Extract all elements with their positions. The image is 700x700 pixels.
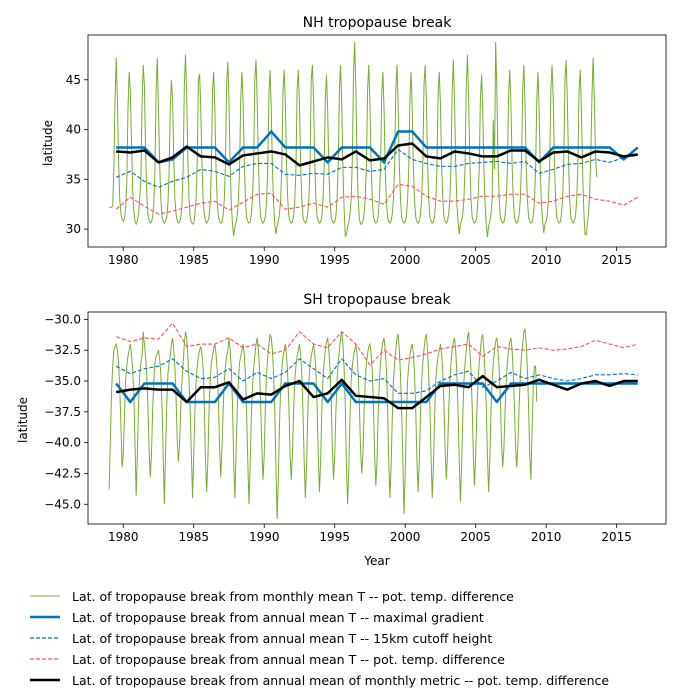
legend-label-max-gradient: Lat. of tropopause break from annual mea… xyxy=(72,610,484,625)
sh-x-tick-label: 2005 xyxy=(460,530,491,544)
nh-x-tick-label: 1985 xyxy=(178,253,209,267)
sh-y-tick-label: −32.5 xyxy=(44,343,81,357)
legend: Lat. of tropopause break from monthly me… xyxy=(30,589,609,688)
sh-y-tick-label: −35.0 xyxy=(44,374,81,388)
sh-x-axis-label: Year xyxy=(363,554,389,568)
sh-y-tick-label: −45.0 xyxy=(44,497,81,511)
nh-plot-marks xyxy=(109,41,639,238)
sh-series-monthly xyxy=(108,327,538,520)
legend-label-15km-cutoff: Lat. of tropopause break from annual mea… xyxy=(72,631,492,646)
nh-series-monthly-metric xyxy=(116,142,638,167)
nh-y-tick-label: 30 xyxy=(66,222,81,236)
legend-entry-monthly-metric: Lat. of tropopause break from annual mea… xyxy=(30,673,609,688)
sh-series-pot-temp xyxy=(116,322,638,366)
sh-series-15km-cutoff xyxy=(115,358,638,394)
sh-x-tick-label: 1985 xyxy=(178,530,209,544)
sh-x-tick-label: 1995 xyxy=(319,530,350,544)
nh-y-tick-label: 35 xyxy=(66,172,81,186)
nh-series-max-gradient xyxy=(116,130,639,164)
nh-plot-frame xyxy=(87,34,667,248)
sh-y-tick-label: −37.5 xyxy=(44,405,81,419)
nh-x-tick-label: 1980 xyxy=(108,253,139,267)
nh-y-axis-label: latitude xyxy=(41,120,55,166)
legend-label-pot-temp: Lat. of tropopause break from annual mea… xyxy=(72,652,505,667)
nh-chart-title: NH tropopause break xyxy=(303,15,453,31)
nh-series-15km-cutoff xyxy=(115,148,638,188)
sh-x-tick-label: 1990 xyxy=(249,530,280,544)
sh-y-tick-label: −30.0 xyxy=(44,312,81,326)
legend-label-monthly: Lat. of tropopause break from monthly me… xyxy=(72,589,514,604)
sh-series-monthly-metric xyxy=(115,374,638,410)
nh-x-tick-label: 2005 xyxy=(460,253,491,267)
sh-y-tick-label: −42.5 xyxy=(44,466,81,480)
sh-x-tick-label: 2000 xyxy=(390,530,421,544)
sh-x-tick-label: 2015 xyxy=(601,530,632,544)
nh-x-tick-label: 1995 xyxy=(319,253,350,267)
sh-chart-panel: SH tropopause break Year latitude 1980 19… xyxy=(16,292,667,568)
sh-plot-frame xyxy=(87,311,667,525)
nh-series-pot-temp xyxy=(115,183,639,215)
nh-x-tick-label: 2000 xyxy=(390,253,421,267)
nh-x-tick-label: 1990 xyxy=(249,253,280,267)
sh-y-axis-label: latitude xyxy=(16,397,30,443)
nh-y-tick-label: 45 xyxy=(66,73,81,87)
nh-axis-ticks: 1980 1985 1990 1995 2000 2005 2010 2015 30 35 40 45 xyxy=(66,73,632,267)
legend-entry-pot-temp: Lat. of tropopause break from annual mea… xyxy=(30,652,505,667)
nh-x-tick-label: 2010 xyxy=(531,253,562,267)
nh-y-tick-label: 40 xyxy=(66,123,81,137)
sh-y-tick-label: −40.0 xyxy=(44,436,81,450)
sh-x-tick-label: 1980 xyxy=(108,530,139,544)
legend-label-monthly-metric: Lat. of tropopause break from annual mea… xyxy=(72,673,609,688)
nh-chart-panel: NH tropopause break latitude 1980 1985 199… xyxy=(41,15,667,267)
legend-entry-monthly: Lat. of tropopause break from monthly me… xyxy=(30,589,514,604)
legend-entry-max-gradient: Lat. of tropopause break from annual mea… xyxy=(30,610,484,625)
legend-entry-15km-cutoff: Lat. of tropopause break from annual mea… xyxy=(30,631,492,646)
sh-x-tick-label: 2010 xyxy=(531,530,562,544)
sh-plot-marks xyxy=(108,322,638,520)
nh-series-monthly xyxy=(109,41,598,238)
sh-axis-ticks: 1980 1985 1990 1995 2000 2005 2010 2015 −30.0 −32… xyxy=(44,312,632,544)
sh-chart-title: SH tropopause break xyxy=(303,292,451,308)
nh-x-tick-label: 2015 xyxy=(601,253,632,267)
